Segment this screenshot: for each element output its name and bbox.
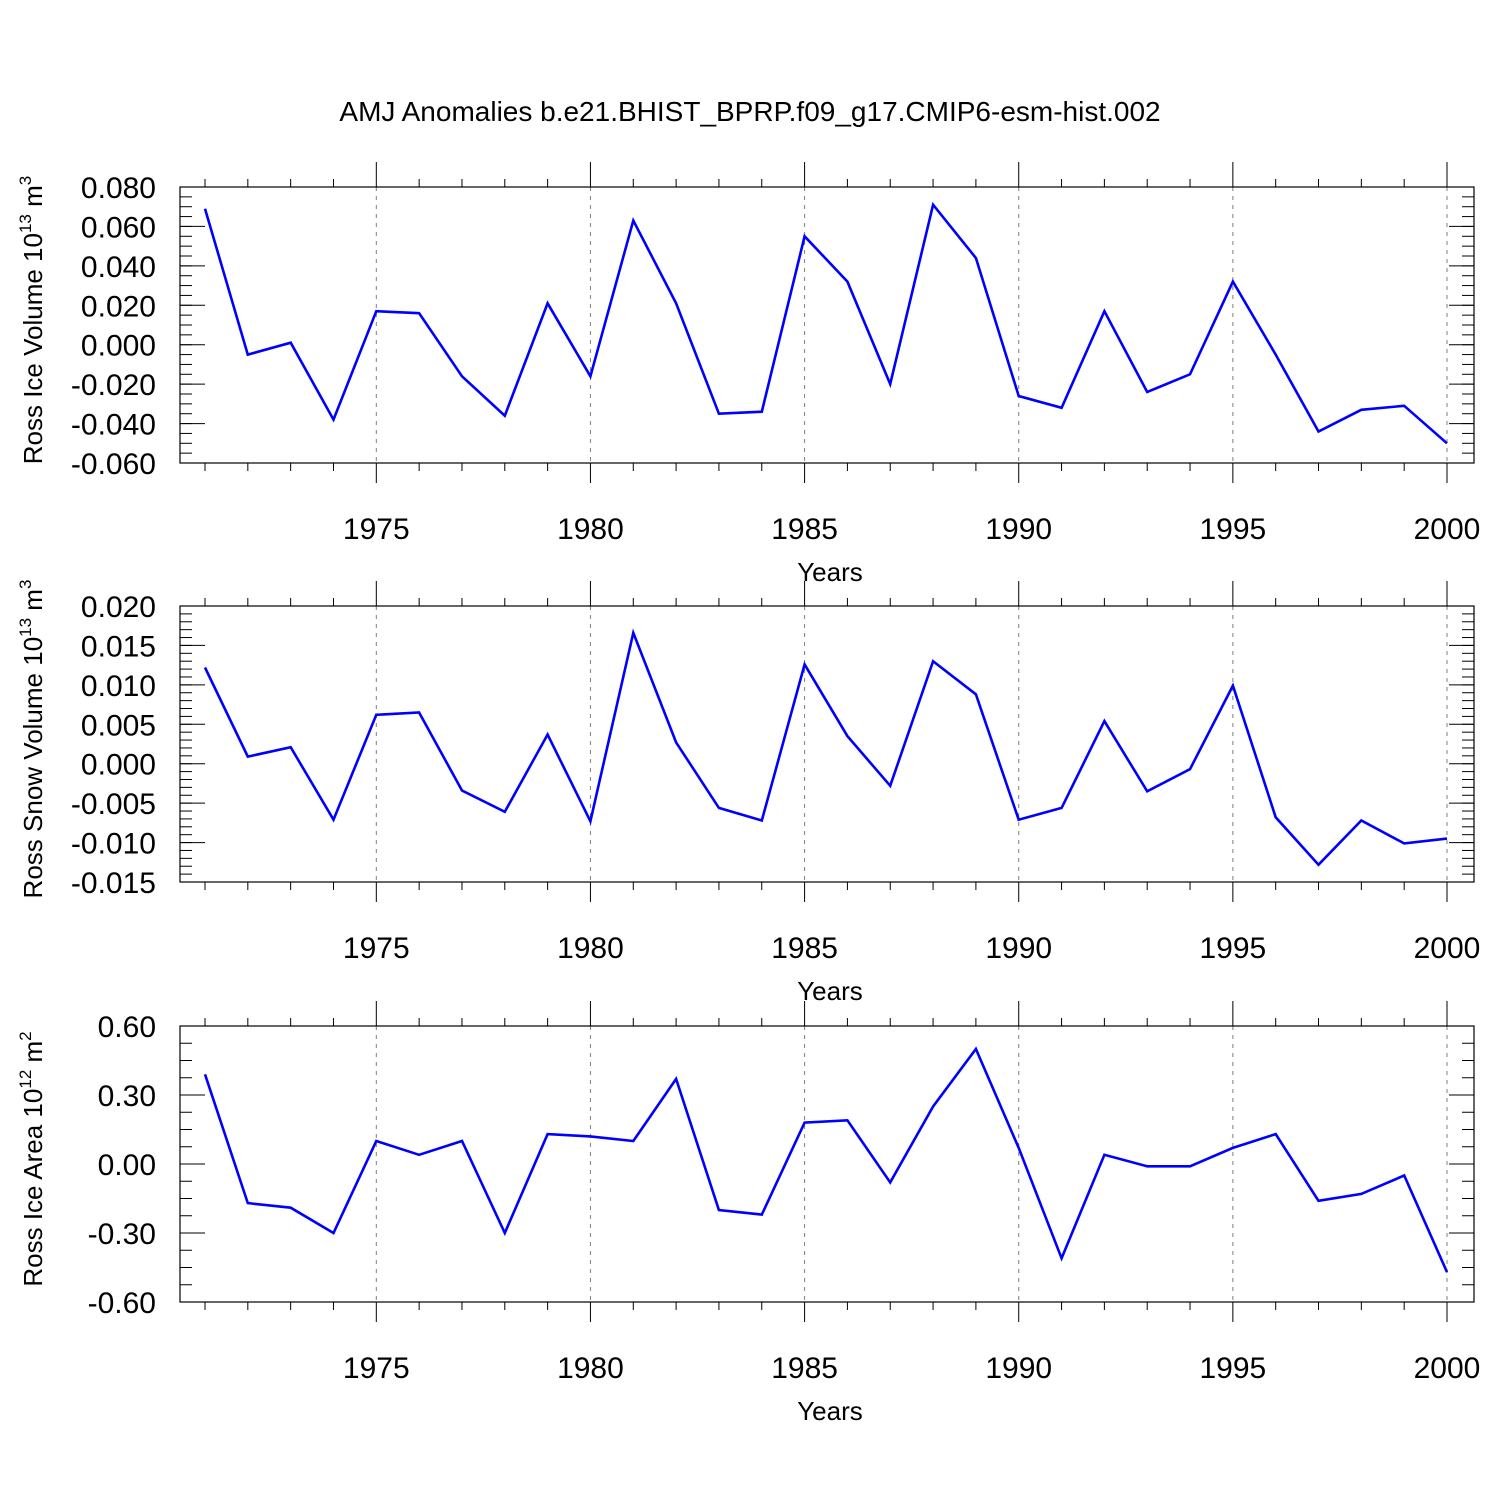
ice-area-x-tick-label: 1980 (557, 1352, 624, 1385)
ice-volume-x-tick-label: 1995 (1199, 513, 1266, 546)
ice-area-series-line (203, 1046, 1449, 1273)
ice-area-x-tick-label: 1990 (985, 1352, 1052, 1385)
snow-volume-y-tick-label: 0.010 (81, 670, 156, 703)
ice-volume-y-tick-label: 0.000 (81, 330, 156, 363)
snow-volume-series-line (203, 628, 1448, 867)
ice-area-x-tick-label: 1995 (1199, 1352, 1266, 1385)
ice-area-y-tick-label: 0.00 (98, 1149, 156, 1182)
snow-volume-y-tick-label: -0.005 (71, 788, 156, 821)
ice-volume-y-tick-label: -0.040 (71, 409, 156, 442)
snow-volume-x-tick-label: 1995 (1199, 932, 1266, 965)
ice-volume-series-line (203, 201, 1448, 445)
ice-area-x-tick-label: 1975 (343, 1352, 410, 1385)
ice-volume-x-tick-label: 1985 (771, 513, 838, 546)
snow-volume-y-tick-label: -0.015 (71, 867, 156, 900)
snow-volume-x-tick-label: 1985 (771, 932, 838, 965)
snow-volume-frame (179, 605, 1475, 883)
ice-area-x-axis-label: Years (797, 1396, 863, 1426)
ice-area-panel: -0.60 -0.30 0.00 0.30 0.60 1975 1980 1985 1990 19… (16, 1001, 1480, 1426)
ice-volume-y-tick-label: 0.080 (81, 172, 156, 205)
ice-volume-x-axis-label: Years (797, 557, 863, 587)
ice-area-x-tick-label: 1985 (771, 1352, 838, 1385)
snow-volume-x-tick-label: 1990 (985, 932, 1052, 965)
ice-volume-x-tick-label: 1980 (557, 513, 624, 546)
ice-area-y-axis-label: Ross Ice Area 1012 m2 (16, 1031, 48, 1286)
ice-area-frame (179, 1025, 1475, 1303)
snow-volume-x-axis-label: Years (797, 976, 863, 1006)
ice-volume-frame (179, 186, 1475, 464)
ice-area-y-tick-label: -0.30 (88, 1218, 156, 1251)
snow-volume-y-tick-label: 0.000 (81, 749, 156, 782)
ice-volume-panel: -0.060 -0.040 -0.020 0.000 0.020 0.040 0.060 0.… (16, 162, 1480, 587)
ice-volume-y-tick-label: -0.020 (71, 369, 156, 402)
ice-area-y-tick-label: -0.60 (88, 1287, 156, 1320)
ice-volume-x-tick-label: 1990 (985, 513, 1052, 546)
ice-volume-x-tick-label: 1975 (343, 513, 410, 546)
snow-volume-y-tick-label: 0.005 (81, 709, 156, 742)
ice-volume-y-tick-label: 0.040 (81, 251, 156, 284)
snow-volume-y-tick-label: 0.020 (81, 591, 156, 624)
figure-title: AMJ Anomalies b.e21.BHIST_BPRP.f09_g17.C… (339, 96, 1161, 127)
ice-area-y-tick-label: 0.30 (98, 1080, 156, 1113)
ice-area-y-tick-label: 0.60 (98, 1011, 156, 1044)
snow-volume-y-axis-label: Ross Snow Volume 1013 m3 (16, 580, 48, 899)
ice-volume-y-tick-label: -0.060 (71, 448, 156, 481)
ice-volume-y-axis-label: Ross Ice Volume 1013 m3 (16, 176, 48, 465)
snow-volume-y-tick-label: -0.010 (71, 828, 156, 861)
snow-volume-y-tick-label: 0.015 (81, 630, 156, 663)
snow-volume-x-tick-label: 1975 (343, 932, 410, 965)
ice-volume-y-tick-label: 0.060 (81, 211, 156, 244)
ice-volume-x-tick-label: 2000 (1414, 513, 1481, 546)
snow-volume-x-tick-label: 2000 (1414, 932, 1481, 965)
snow-volume-x-tick-label: 1980 (557, 932, 624, 965)
ice-volume-y-tick-label: 0.020 (81, 290, 156, 323)
ice-area-x-tick-label: 2000 (1414, 1352, 1481, 1385)
snow-volume-panel: -0.015 -0.010 -0.005 0.000 0.005 0.010 0.015 0.… (16, 580, 1480, 1006)
